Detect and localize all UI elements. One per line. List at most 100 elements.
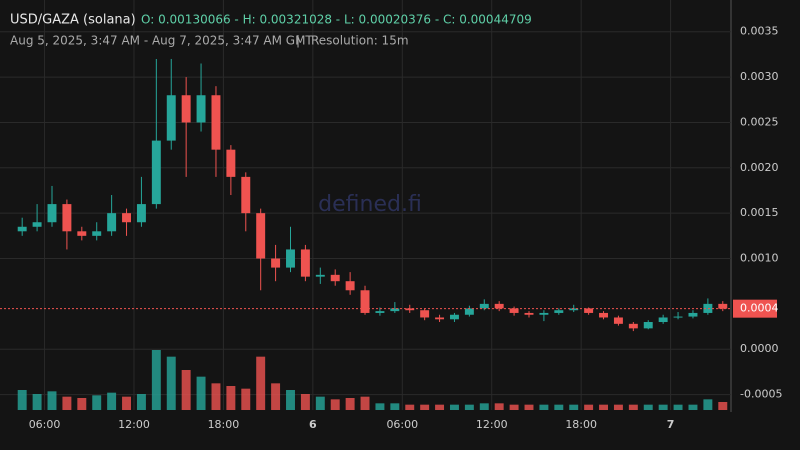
volume-bar	[122, 396, 131, 410]
candle-body	[136, 204, 146, 223]
volume-bar	[435, 404, 445, 410]
candle-body	[569, 308, 579, 311]
chart-title: USD/GAZA (solana)	[10, 13, 136, 28]
volume-bar	[613, 404, 623, 410]
volume-bar	[345, 398, 355, 410]
candle-body	[464, 308, 474, 315]
candle-body	[688, 312, 698, 317]
volume-bar	[330, 399, 340, 410]
volume-bar	[196, 376, 206, 410]
candle-body	[584, 308, 594, 313]
y-tick-label: 0.0035	[740, 25, 779, 38]
candle-body	[494, 303, 504, 309]
volume-bar	[643, 404, 653, 410]
volume-bar	[688, 404, 698, 410]
candle-body	[420, 310, 430, 318]
candle-body	[256, 213, 266, 259]
candle-body	[628, 323, 638, 329]
ohlc-summary: O: 0.00130066 - H: 0.00321028 - L: 0.000…	[141, 13, 532, 27]
candle-body	[226, 149, 236, 177]
x-tick-label: 18:00	[565, 418, 597, 431]
candle-body	[17, 226, 27, 232]
volume-bar	[628, 404, 638, 410]
volume-bar	[77, 398, 87, 410]
candle-body	[271, 258, 281, 268]
volume-bar	[241, 388, 251, 410]
candle-body	[703, 303, 713, 313]
candle-body	[196, 95, 206, 123]
volume-bar	[449, 404, 459, 410]
candle-body	[405, 308, 415, 311]
last-price-label: 0.0004	[740, 302, 779, 315]
candle-body	[241, 176, 251, 214]
candle-body	[718, 303, 728, 309]
volume-bar	[420, 404, 430, 410]
candle-body	[658, 317, 668, 323]
resolution: Resolution: 15m	[311, 34, 409, 48]
candle-body	[211, 95, 221, 150]
candle-body	[300, 249, 310, 277]
candle-body	[479, 303, 489, 309]
candle-body	[47, 204, 57, 223]
volume-bar	[32, 394, 42, 410]
volume-bar	[524, 404, 534, 410]
candle-body	[315, 274, 325, 277]
volume-bar	[703, 399, 713, 410]
y-tick-label: 0.0010	[740, 252, 779, 265]
candle-body	[673, 316, 683, 318]
volume-bar	[479, 403, 489, 410]
volume-bar	[92, 395, 102, 410]
y-tick-label: -0.0005	[740, 388, 782, 401]
x-tick-label: 18:00	[208, 418, 240, 431]
volume-bar	[554, 404, 564, 410]
candle-body	[360, 290, 370, 313]
last-price-box	[733, 299, 777, 318]
volume-bar	[151, 350, 161, 410]
candle-body	[166, 95, 176, 141]
volume-bar	[539, 404, 549, 410]
volume-bar	[569, 404, 579, 410]
volume-bar	[599, 404, 608, 410]
volume-bar	[286, 390, 295, 410]
volume-bar	[405, 404, 415, 410]
volume-bar	[256, 356, 266, 410]
volume-bar	[718, 402, 728, 410]
volume-bar	[62, 396, 72, 410]
y-tick-label: 0.0015	[740, 206, 779, 219]
subtitle: Aug 5, 2025, 3:47 AM - Aug 7, 2025, 3:47…	[10, 34, 313, 48]
volume-bar	[181, 370, 191, 410]
volume-bar	[509, 404, 519, 410]
candle-body	[524, 312, 534, 315]
y-tick-label: 0.0000	[740, 342, 779, 355]
candle-body	[613, 317, 623, 324]
volume-bar	[17, 390, 27, 410]
candle-body	[643, 322, 653, 329]
candle-body	[62, 204, 72, 232]
volume-bar	[360, 396, 370, 410]
candle-body	[181, 95, 191, 123]
volume-bar	[494, 403, 504, 410]
y-tick-label: 0.0030	[740, 70, 779, 83]
volume-bar	[658, 404, 668, 410]
candle-body	[107, 213, 117, 232]
candle-body	[449, 314, 459, 320]
volume-bar	[390, 403, 400, 410]
candle-body	[599, 312, 608, 318]
volume-bar	[584, 404, 594, 410]
candle-body	[122, 213, 131, 223]
candle-body	[77, 231, 87, 236]
separator: |	[296, 34, 300, 48]
candle-body	[345, 281, 355, 291]
volume-bar	[211, 383, 221, 410]
x-tick-label: 12:00	[476, 418, 508, 431]
watermark: defined.fi	[318, 192, 422, 217]
candle-body	[92, 231, 102, 236]
volume-bar	[375, 403, 385, 410]
candle-body	[539, 312, 549, 315]
x-tick-label: 06:00	[386, 418, 418, 431]
x-tick-label: 6	[309, 418, 317, 431]
candle-body	[32, 222, 42, 227]
